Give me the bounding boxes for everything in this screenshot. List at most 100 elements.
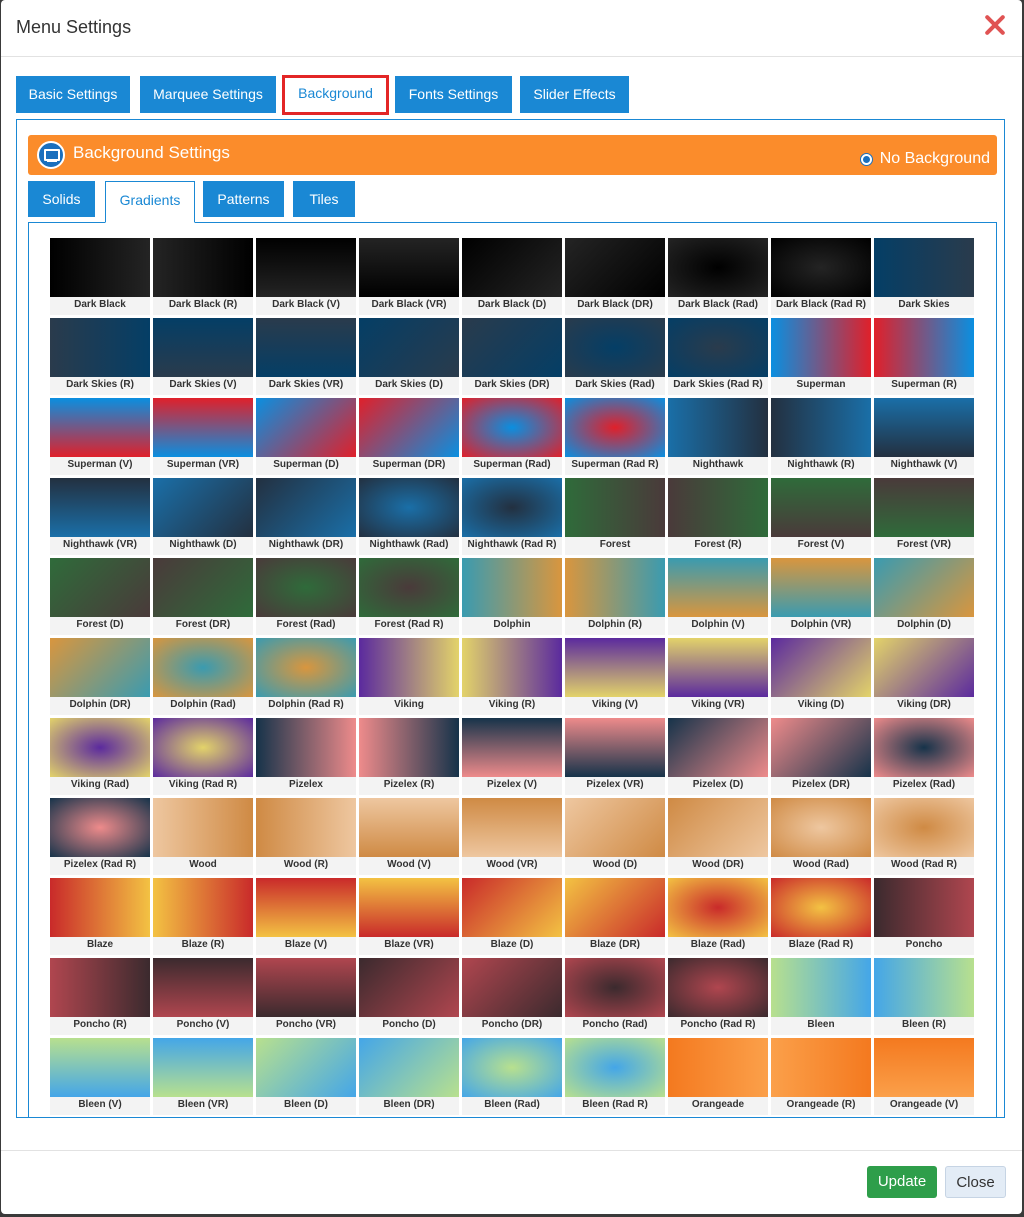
gradient-swatch[interactable]: Superman (VR) [153,398,253,475]
tab-background[interactable]: Background [282,75,389,115]
close-icon[interactable] [982,12,1008,38]
gradient-swatch[interactable]: Dolphin (V) [668,558,768,635]
gradient-swatch[interactable]: Bleen (Rad) [462,1038,562,1115]
gradient-swatch[interactable]: Forest (DR) [153,558,253,635]
gradient-swatch[interactable]: Poncho (D) [359,958,459,1035]
no-background-option[interactable]: No Background [859,150,990,168]
gradient-swatch[interactable]: Bleen (VR) [153,1038,253,1115]
gradient-swatch[interactable]: Forest (D) [50,558,150,635]
gradient-swatch[interactable]: Orangeade (V) [874,1038,974,1115]
gradient-swatch[interactable]: Pizelex [256,718,356,795]
gradient-swatch[interactable]: Dark Skies (DR) [462,318,562,395]
gradient-swatch[interactable]: Dark Skies (R) [50,318,150,395]
gradient-swatch[interactable]: Nighthawk [668,398,768,475]
gradient-swatch[interactable]: Viking (R) [462,638,562,715]
gradient-swatch[interactable]: Dark Skies (Rad R) [668,318,768,395]
gradient-swatch[interactable]: Dark Black (Rad R) [771,238,871,315]
subtab-solids[interactable]: Solids [28,181,95,217]
gradient-swatch[interactable]: Wood (R) [256,798,356,875]
gradient-swatch[interactable]: Pizelex (DR) [771,718,871,795]
gradient-swatch[interactable]: Dark Black (VR) [359,238,459,315]
gradient-swatch[interactable]: Pizelex (VR) [565,718,665,795]
gradient-swatch[interactable]: Nighthawk (V) [874,398,974,475]
gradient-swatch[interactable]: Blaze (R) [153,878,253,955]
gradient-swatch[interactable]: Blaze (Rad R) [771,878,871,955]
gradient-swatch[interactable]: Dark Skies (VR) [256,318,356,395]
gradient-swatch[interactable]: Forest (Rad R) [359,558,459,635]
gradient-swatch[interactable]: Dark Black (V) [256,238,356,315]
gradient-swatch[interactable]: Dark Black (DR) [565,238,665,315]
gradient-swatch[interactable]: Dark Black [50,238,150,315]
gradient-swatch[interactable]: Wood (D) [565,798,665,875]
gradient-swatch[interactable]: Superman (D) [256,398,356,475]
gradient-swatch[interactable]: Poncho (Rad R) [668,958,768,1035]
gradient-swatch[interactable]: Blaze (DR) [565,878,665,955]
gradient-swatch[interactable]: Poncho (VR) [256,958,356,1035]
gradient-swatch[interactable]: Nighthawk (DR) [256,478,356,555]
gradient-swatch[interactable]: Poncho (Rad) [565,958,665,1035]
gradient-swatch[interactable]: Viking (Rad) [50,718,150,795]
subtab-patterns[interactable]: Patterns [203,181,284,217]
gradient-swatch[interactable]: Forest (Rad) [256,558,356,635]
gradient-swatch[interactable]: Forest (V) [771,478,871,555]
no-background-radio[interactable] [859,152,873,166]
gradient-swatch[interactable]: Pizelex (R) [359,718,459,795]
gradient-swatch[interactable]: Wood (Rad R) [874,798,974,875]
gradient-swatch[interactable]: Nighthawk (Rad R) [462,478,562,555]
gradient-swatch[interactable]: Pizelex (Rad) [874,718,974,795]
tab-marquee-settings[interactable]: Marquee Settings [140,76,276,113]
gradient-swatch[interactable]: Superman (R) [874,318,974,395]
gradient-swatch[interactable]: Superman (V) [50,398,150,475]
close-button[interactable]: Close [945,1166,1006,1198]
gradient-swatch[interactable]: Dark Skies [874,238,974,315]
gradient-swatch[interactable]: Dolphin (Rad) [153,638,253,715]
gradient-swatch[interactable]: Superman (Rad R) [565,398,665,475]
gradient-swatch[interactable]: Bleen (D) [256,1038,356,1115]
gradient-swatch[interactable]: Dark Black (R) [153,238,253,315]
tab-slider-effects[interactable]: Slider Effects [520,76,629,113]
gradient-swatch[interactable]: Forest [565,478,665,555]
gradient-swatch[interactable]: Dolphin [462,558,562,635]
gradient-swatch[interactable]: Wood (VR) [462,798,562,875]
gradient-swatch[interactable]: Dark Black (Rad) [668,238,768,315]
gradient-swatch[interactable]: Dolphin (D) [874,558,974,635]
subtab-gradients[interactable]: Gradients [105,181,195,223]
gradient-swatch[interactable]: Dolphin (DR) [50,638,150,715]
update-button[interactable]: Update [867,1166,937,1198]
gradient-swatch[interactable]: Viking (Rad R) [153,718,253,795]
gradient-swatch[interactable]: Orangeade [668,1038,768,1115]
gradient-swatch[interactable]: Nighthawk (Rad) [359,478,459,555]
gradient-swatch[interactable]: Blaze (Rad) [668,878,768,955]
gradient-swatch[interactable]: Dolphin (VR) [771,558,871,635]
gradient-swatch[interactable]: Blaze [50,878,150,955]
gradient-swatch[interactable]: Nighthawk (VR) [50,478,150,555]
gradient-swatch[interactable]: Poncho (R) [50,958,150,1035]
gradient-swatch[interactable]: Blaze (VR) [359,878,459,955]
gradient-swatch[interactable]: Superman (DR) [359,398,459,475]
gradient-swatch[interactable]: Bleen (DR) [359,1038,459,1115]
gradient-swatch[interactable]: Viking (D) [771,638,871,715]
gradient-swatch[interactable]: Wood [153,798,253,875]
gradient-swatch[interactable]: Wood (Rad) [771,798,871,875]
gradient-swatch[interactable]: Superman (Rad) [462,398,562,475]
gradient-swatch[interactable]: Bleen (Rad R) [565,1038,665,1115]
gradient-swatch[interactable]: Nighthawk (R) [771,398,871,475]
gradient-swatch[interactable]: Forest (R) [668,478,768,555]
gradient-swatch[interactable]: Nighthawk (D) [153,478,253,555]
gradient-swatch[interactable]: Viking (VR) [668,638,768,715]
tab-basic-settings[interactable]: Basic Settings [16,76,130,113]
gradient-swatch[interactable]: Pizelex (Rad R) [50,798,150,875]
gradient-swatch[interactable]: Viking (DR) [874,638,974,715]
gradient-swatch[interactable]: Poncho (V) [153,958,253,1035]
gradient-swatch[interactable]: Bleen [771,958,871,1035]
gradient-swatch[interactable]: Pizelex (D) [668,718,768,795]
gradient-swatch[interactable]: Bleen (R) [874,958,974,1035]
gradient-swatch[interactable]: Dark Skies (Rad) [565,318,665,395]
gradient-swatch[interactable]: Viking [359,638,459,715]
gradient-swatch[interactable]: Viking (V) [565,638,665,715]
subtab-tiles[interactable]: Tiles [293,181,355,217]
gradient-swatch[interactable]: Dark Black (D) [462,238,562,315]
gradient-swatch[interactable]: Dolphin (R) [565,558,665,635]
gradient-swatch[interactable]: Forest (VR) [874,478,974,555]
gradient-swatch[interactable]: Dolphin (Rad R) [256,638,356,715]
